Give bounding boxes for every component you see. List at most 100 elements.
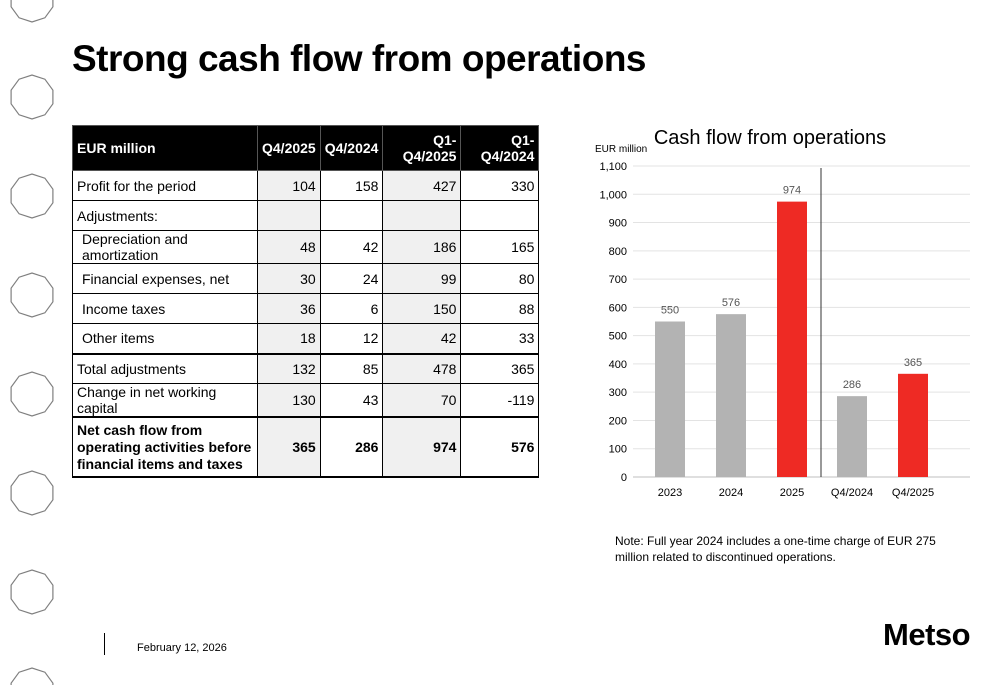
decorative-octagon xyxy=(10,470,54,516)
y-tick-label: 0 xyxy=(621,472,627,484)
cell-value: 42 xyxy=(382,323,462,354)
metso-logo: Metso xyxy=(883,617,971,652)
cell-value: 427 xyxy=(382,170,462,201)
y-tick-label: 1,000 xyxy=(599,189,627,201)
x-tick-label: 2024 xyxy=(719,487,743,499)
cell-value: 30 xyxy=(257,263,321,294)
x-tick-label: 2025 xyxy=(780,487,804,499)
y-axis-label: EUR million xyxy=(595,144,647,155)
decorative-octagon xyxy=(10,371,54,417)
row-label: Net cash flow from operating activities … xyxy=(72,416,258,478)
data-label: 974 xyxy=(783,185,801,197)
row-label: Income taxes xyxy=(72,293,258,324)
data-label: 576 xyxy=(722,297,740,309)
table-row: Financial expenses, net 30 24 99 80 xyxy=(72,263,540,294)
table-row: Total adjustments 132 85 478 365 xyxy=(72,352,540,384)
footer-divider xyxy=(104,633,105,655)
y-tick-label: 900 xyxy=(609,218,627,230)
cell-value: 132 xyxy=(257,352,321,384)
table-row: Depreciation and amortization 48 42 186 … xyxy=(72,230,540,264)
x-tick-label: Q4/2024 xyxy=(831,487,873,499)
y-tick-label: 100 xyxy=(609,444,627,456)
cell-value: 42 xyxy=(319,230,384,264)
header-eur-million: EUR million xyxy=(72,125,258,171)
cell-value xyxy=(319,200,384,231)
cell-value: 48 xyxy=(257,230,321,264)
cell-value: 330 xyxy=(460,170,540,201)
y-tick-label: 1,100 xyxy=(599,161,627,173)
cell-value xyxy=(460,200,540,231)
y-tick-label: 400 xyxy=(609,359,627,371)
cell-value: 186 xyxy=(382,230,462,264)
bar-2024 xyxy=(716,314,746,477)
decorative-octagon xyxy=(10,272,54,318)
cell-value: 365 xyxy=(257,416,321,478)
y-tick-label: 500 xyxy=(609,331,627,343)
cell-value: 43 xyxy=(319,383,384,418)
row-label: Change in net working capital xyxy=(72,383,258,418)
cell-value: 478 xyxy=(382,352,462,384)
y-tick-label: 600 xyxy=(609,302,627,314)
row-label: Adjustments: xyxy=(72,200,258,231)
cell-value: 165 xyxy=(460,230,540,264)
table-header-row: EUR million Q4/2025 Q4/2024 Q1-Q4/2025 Q… xyxy=(72,125,540,171)
decorative-octagon xyxy=(10,74,54,120)
decorative-octagons xyxy=(10,0,54,685)
x-tick-label: Q4/2025 xyxy=(892,487,934,499)
cell-value: 24 xyxy=(319,263,384,294)
cell-value: 36 xyxy=(257,293,321,324)
cell-value: 12 xyxy=(319,323,384,354)
y-tick-label: 700 xyxy=(609,274,627,286)
table-row-total: Net cash flow from operating activities … xyxy=(72,416,540,478)
row-label: Financial expenses, net xyxy=(72,263,258,294)
cell-value xyxy=(257,200,321,231)
header-q4-2024: Q4/2024 xyxy=(319,125,384,171)
bar-2025 xyxy=(777,201,807,477)
chart-title: Cash flow from operations xyxy=(654,127,886,149)
row-label: Profit for the period xyxy=(72,170,258,201)
row-label: Total adjustments xyxy=(72,352,258,384)
x-tick-label: 2023 xyxy=(658,487,682,499)
cell-value: 576 xyxy=(460,416,540,478)
y-tick-label: 300 xyxy=(609,387,627,399)
table-row: Profit for the period 104 158 427 330 xyxy=(72,170,540,201)
header-q1q4-2024: Q1-Q4/2024 xyxy=(460,125,540,171)
cash-flow-table: EUR million Q4/2025 Q4/2024 Q1-Q4/2025 Q… xyxy=(72,125,540,478)
cell-value: 18 xyxy=(257,323,321,354)
cell-value: 85 xyxy=(319,352,384,384)
header-q1q4-2025: Q1-Q4/2025 xyxy=(382,125,462,171)
row-label: Other items xyxy=(72,323,258,354)
table-row: Other items 18 12 42 33 xyxy=(72,323,540,354)
cell-value: 80 xyxy=(460,263,540,294)
y-tick-label: 800 xyxy=(609,246,627,258)
cell-value: 33 xyxy=(460,323,540,354)
cash-flow-bar-chart: Cash flow from operations EUR million 0 1… xyxy=(595,127,970,499)
cell-value: 150 xyxy=(382,293,462,324)
decorative-octagon xyxy=(10,667,54,685)
y-tick-label: 200 xyxy=(609,415,627,427)
bar-q4-2024 xyxy=(837,396,867,477)
data-label: 550 xyxy=(661,305,679,317)
cell-value: 70 xyxy=(382,383,462,418)
cell-value: 130 xyxy=(257,383,321,418)
row-label: Depreciation and amortization xyxy=(72,230,258,264)
footer-date: February 12, 2026 xyxy=(137,642,227,654)
data-label: 365 xyxy=(904,357,922,369)
chart-note: Note: Full year 2024 includes a one-time… xyxy=(615,534,936,564)
decorative-octagon xyxy=(10,569,54,615)
cell-value: 286 xyxy=(319,416,384,478)
table-row: Income taxes 36 6 150 88 xyxy=(72,293,540,324)
table-row: Change in net working capital 130 43 70 … xyxy=(72,383,540,418)
cell-value: 158 xyxy=(319,170,384,201)
page-title: Strong cash flow from operations xyxy=(72,38,647,79)
cell-value: 974 xyxy=(382,416,462,478)
bar-2023 xyxy=(655,321,685,477)
cell-value: 88 xyxy=(460,293,540,324)
cell-value: 365 xyxy=(460,352,540,384)
cell-value: -119 xyxy=(460,383,540,418)
cell-value: 99 xyxy=(382,263,462,294)
header-q4-2025: Q4/2025 xyxy=(257,125,321,171)
data-label: 286 xyxy=(843,379,861,391)
bar-q4-2025 xyxy=(898,373,928,477)
decorative-octagon xyxy=(10,0,54,23)
